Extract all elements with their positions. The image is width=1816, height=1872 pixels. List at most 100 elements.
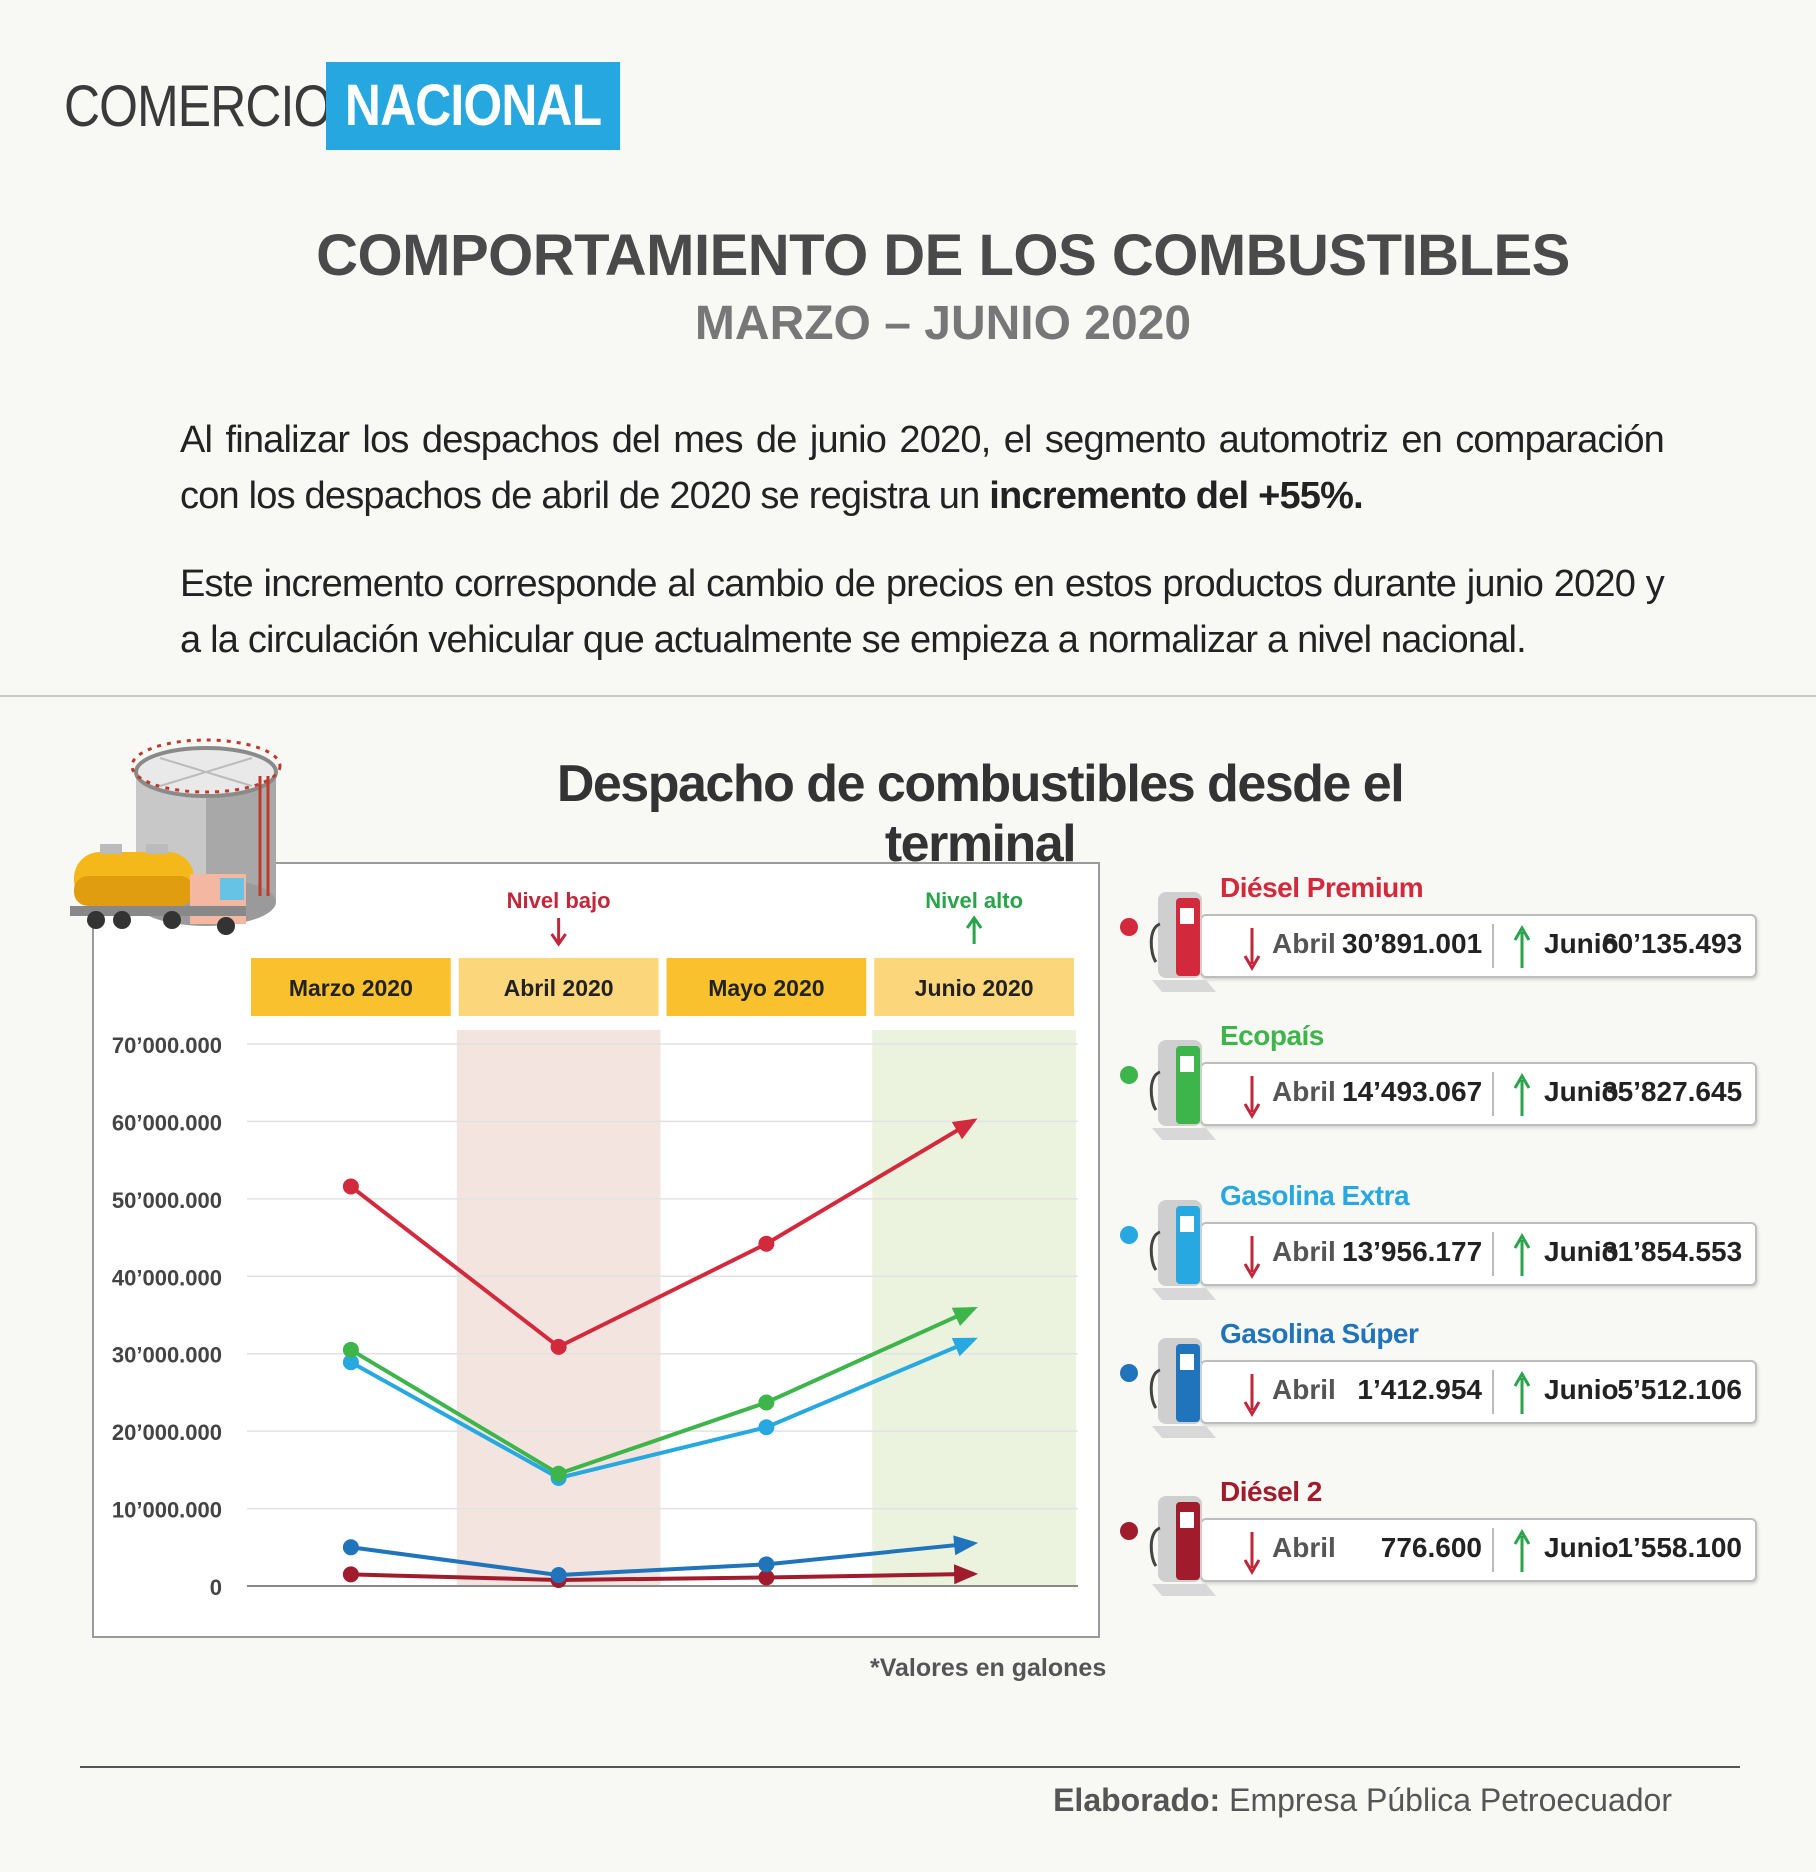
- data-point-arrow: [951, 1306, 978, 1326]
- card-separator: [1492, 1528, 1494, 1572]
- card-fuel-name: Gasolina Súper: [1220, 1318, 1419, 1349]
- card-fuel-name: Diésel 2: [1220, 1476, 1322, 1507]
- footer-source: Empresa Pública Petroecuador: [1220, 1782, 1672, 1818]
- data-point: [342, 1178, 359, 1195]
- y-tick-label: 10’000.000: [112, 1498, 222, 1523]
- data-point-arrow: [951, 1337, 978, 1357]
- series-line: [349, 1306, 975, 1476]
- high-label: Junio: [1544, 1374, 1619, 1405]
- data-point: [550, 1338, 567, 1355]
- category-label: Mayo 2020: [708, 975, 824, 1001]
- chart-note: *Valores en galones: [870, 1654, 1107, 1682]
- data-point-arrow: [953, 1564, 979, 1585]
- fuel-card: Abril 1’412.954 Junio 5’512.106 Gasolina…: [1120, 1318, 1760, 1438]
- annotation-low: Nivel bajo: [507, 888, 611, 913]
- low-label: Abril: [1272, 1076, 1336, 1107]
- fuel-pump-icon: [1149, 1040, 1216, 1140]
- up-arrow-icon: [1513, 1529, 1531, 1572]
- category-header-box: [251, 958, 451, 1016]
- data-point: [758, 1235, 775, 1252]
- card-fuel-name: Ecopaís: [1220, 1020, 1324, 1051]
- section-divider: [0, 695, 1816, 697]
- footer-label: Elaborado:: [1053, 1782, 1221, 1818]
- up-arrow-icon: [1513, 1233, 1531, 1276]
- category-header-box: [666, 958, 867, 1016]
- brand-left: COMERCIO: [64, 73, 332, 139]
- up-arrow-icon: [1513, 925, 1531, 968]
- high-value: 35’827.645: [1602, 1076, 1743, 1107]
- low-label: Abril: [1272, 1532, 1336, 1563]
- footer-divider: [80, 1766, 1740, 1768]
- intro-paragraph: Al finalizar los despachos del mes de ju…: [180, 412, 1665, 524]
- high-value: 60’135.493: [1602, 928, 1743, 959]
- down-arrow-icon: [1243, 1374, 1261, 1417]
- footer-credit: Elaborado: Empresa Pública Petroecuador: [1053, 1782, 1672, 1819]
- intro-highlight: incremento del +55%.: [989, 475, 1363, 517]
- high-label: Junio: [1544, 1076, 1619, 1107]
- high-value: 1’558.100: [1617, 1532, 1742, 1563]
- low-label: Abril: [1272, 1236, 1336, 1267]
- high-value: 31’854.553: [1602, 1236, 1743, 1267]
- down-arrow-icon: [1243, 1236, 1261, 1279]
- fuel-card: Abril 14’493.067 Junio 35’827.645 Ecopaí…: [1120, 1020, 1760, 1140]
- up-arrow-icon: [1513, 1073, 1531, 1116]
- card-separator: [1492, 1232, 1494, 1276]
- card-separator: [1492, 1072, 1494, 1116]
- category-label: Marzo 2020: [289, 975, 413, 1001]
- low-value: 14’493.067: [1342, 1076, 1483, 1107]
- series-dot: [1120, 1522, 1138, 1540]
- fuel-pump-icon: [1149, 1200, 1216, 1300]
- high-label: Junio: [1544, 928, 1619, 959]
- data-point: [342, 1341, 359, 1358]
- high-label: Junio: [1544, 1236, 1619, 1267]
- series-line: [350, 1541, 975, 1578]
- card-fuel-name: Diésel Premium: [1220, 872, 1424, 903]
- y-tick-label: 70’000.000: [112, 1033, 222, 1058]
- data-point: [342, 1354, 359, 1371]
- series-line: [349, 1337, 975, 1481]
- category-label: Abril 2020: [504, 975, 614, 1001]
- page-title: COMPORTAMIENTO DE LOS COMBUSTIBLES: [316, 223, 1570, 288]
- low-value: 30’891.001: [1342, 928, 1483, 959]
- fuel-card: Abril 13’956.177 Junio 31’854.553 Gasoli…: [1120, 1180, 1760, 1300]
- data-point: [758, 1394, 775, 1411]
- up-arrow-icon: [965, 915, 983, 944]
- fuel-pump-icon: [1149, 1496, 1216, 1596]
- data-point: [758, 1569, 775, 1586]
- data-point: [550, 1465, 567, 1482]
- series-line: [350, 1571, 975, 1582]
- fuel-tank-truck-illustration: [70, 738, 282, 935]
- data-point: [342, 1539, 359, 1556]
- annotation-high: Nivel alto: [925, 888, 1023, 913]
- down-arrow-icon: [1243, 1076, 1261, 1119]
- series-dot: [1120, 1364, 1138, 1382]
- y-tick-label: 20’000.000: [112, 1420, 222, 1445]
- data-point: [758, 1556, 775, 1573]
- data-point-arrow: [953, 1535, 979, 1556]
- up-arrow-icon: [1513, 1371, 1531, 1414]
- y-tick-label: 50’000.000: [112, 1188, 222, 1213]
- high-label: Junio: [1544, 1532, 1619, 1563]
- fuel-pump-icon: [1149, 1338, 1216, 1438]
- y-tick-label: 30’000.000: [112, 1343, 222, 1368]
- category-header-box: [874, 958, 1074, 1016]
- data-point-arrow: [951, 1118, 978, 1140]
- y-tick-label: 40’000.000: [112, 1265, 222, 1290]
- brand-right: NACIONAL: [326, 62, 621, 150]
- data-point: [342, 1566, 359, 1583]
- card-values-box: Abril 14’493.067 Junio 35’827.645: [1200, 1062, 1757, 1126]
- high-value: 5’512.106: [1617, 1374, 1742, 1405]
- explanation-paragraph: Este incremento corresponde al cambio de…: [180, 563, 1665, 661]
- intro-text: Al finalizar los despachos del mes de ju…: [180, 419, 1665, 517]
- low-value: 1’412.954: [1357, 1374, 1482, 1405]
- category-label: Junio 2020: [915, 975, 1034, 1001]
- chart-title: Despacho de combustibles desde el termin…: [556, 755, 1405, 873]
- series-line: [349, 1118, 976, 1350]
- down-arrow-icon: [1243, 928, 1261, 971]
- fuel-card: Abril 30’891.001 Junio 60’135.493 Diésel…: [1120, 872, 1760, 992]
- card-values-box: Abril 13’956.177 Junio 31’854.553: [1200, 1222, 1757, 1286]
- card-separator: [1492, 1370, 1494, 1414]
- low-value: 13’956.177: [1342, 1236, 1483, 1267]
- page-subtitle: MARZO – JUNIO 2020: [694, 297, 1192, 350]
- down-arrow-icon: [1243, 1532, 1261, 1575]
